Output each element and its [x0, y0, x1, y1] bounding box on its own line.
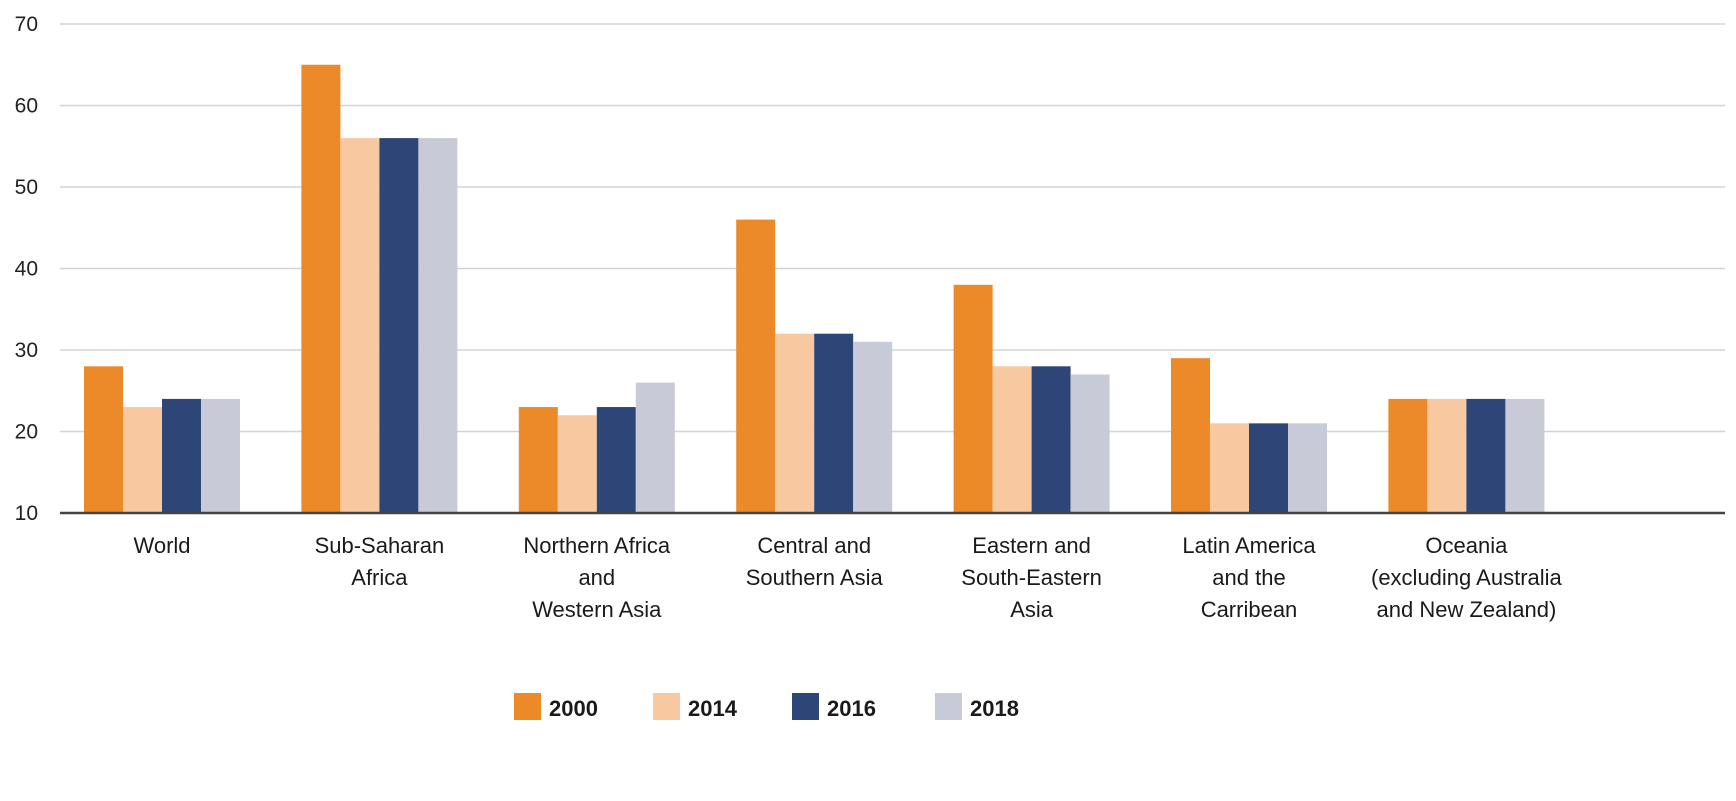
bar-2016 [1031, 366, 1071, 513]
bar-group [953, 284, 1110, 513]
bar-group [518, 382, 675, 513]
legend-item: 2014 [653, 693, 738, 721]
legend-label: 2016 [827, 696, 876, 721]
bar-2014 [123, 407, 162, 513]
bar-2000 [518, 407, 558, 513]
legend-swatch [935, 693, 962, 720]
bar-2016 [1249, 423, 1288, 513]
legend-swatch [792, 693, 819, 720]
bar-group [84, 366, 240, 513]
y-tick-label: 70 [15, 13, 38, 36]
bar-2000 [301, 64, 341, 513]
bars [84, 64, 1545, 513]
bar-2014 [1427, 398, 1467, 513]
bar-2014 [775, 333, 815, 513]
bar-group [1171, 358, 1327, 513]
bar-group [301, 64, 458, 513]
bar-2018 [853, 341, 893, 513]
bar-2000 [953, 284, 993, 513]
bar-2014 [992, 366, 1032, 513]
bar-group [736, 219, 893, 513]
bar-2016 [596, 407, 636, 513]
bar-2014 [557, 415, 597, 513]
bar-2000 [84, 366, 123, 513]
legend-item: 2016 [792, 693, 876, 721]
legend-label: 2014 [688, 696, 738, 721]
bar-2018 [1070, 374, 1110, 513]
bar-2016 [1466, 398, 1506, 513]
y-tick-label: 50 [15, 176, 38, 199]
category-label: Northern Africa and Western Asia [523, 533, 670, 622]
legend-swatch [653, 693, 680, 720]
category-label: Central and Southern Asia [746, 533, 884, 590]
bar-2018 [635, 382, 675, 513]
legend-label: 2018 [970, 696, 1019, 721]
y-tick-label: 60 [15, 95, 38, 118]
category-label: World [133, 533, 190, 558]
category-label: Sub-Saharan Africa [315, 533, 445, 590]
y-tick-label: 30 [15, 339, 38, 362]
category-label: Latin America and the Carribean [1182, 533, 1316, 622]
legend: 2000 2014 2016 2018 [514, 693, 1019, 721]
bar-2014 [1210, 423, 1249, 513]
bar-2000 [1388, 398, 1428, 513]
bar-2018 [1505, 398, 1545, 513]
y-tick-label: 20 [15, 421, 38, 444]
legend-item: 2000 [514, 693, 598, 721]
bar-2016 [814, 333, 854, 513]
legend-swatch [514, 693, 541, 720]
bar-2000 [736, 219, 776, 513]
category-label: Eastern and South-Eastern Asia [961, 533, 1102, 622]
bar-2018 [201, 398, 240, 513]
bar-2000 [1171, 358, 1210, 513]
legend-label: 2000 [549, 696, 598, 721]
category-label: Oceania (excluding Australia and New Zeala… [1371, 533, 1563, 622]
bar-2018 [1288, 423, 1327, 513]
x-axis: World Sub-Saharan Africa Northern Africa and… [60, 511, 1725, 622]
y-axis: 10 20 30 40 50 60 70 [15, 13, 38, 525]
bar-2014 [340, 138, 380, 513]
bar-2016 [379, 138, 419, 513]
bar-2016 [162, 398, 201, 513]
legend-item: 2018 [935, 693, 1019, 721]
bar-group [1388, 398, 1545, 513]
y-tick-label: 40 [15, 258, 38, 281]
bar-2018 [418, 138, 458, 513]
y-tick-label: 10 [15, 502, 38, 525]
